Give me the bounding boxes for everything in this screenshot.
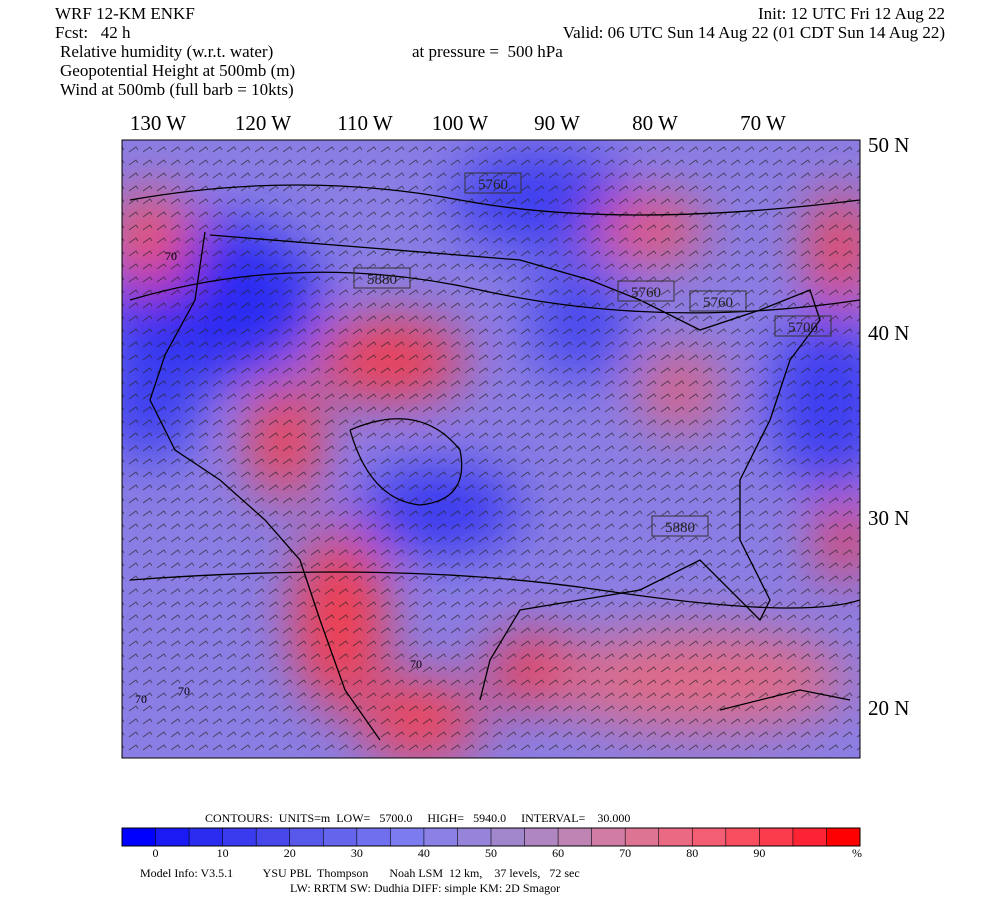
colorbar-bin bbox=[423, 828, 458, 846]
colorbar-bin bbox=[658, 828, 693, 846]
contour-label: 5760 bbox=[703, 295, 733, 311]
colorbar-bin bbox=[222, 828, 257, 846]
colorbar-bin bbox=[122, 828, 157, 846]
model: WRF 12-KM ENKF bbox=[55, 4, 195, 23]
colorbar-tick: 80 bbox=[686, 846, 698, 860]
colorbar-tick: 0 bbox=[153, 846, 159, 860]
colorbar-bin bbox=[692, 828, 727, 846]
colorbar-bin bbox=[155, 828, 190, 846]
colorbar-bin bbox=[323, 828, 358, 846]
field: Geopotential Height at 500mb (m) bbox=[60, 61, 295, 80]
colorbar-bin bbox=[256, 828, 291, 846]
pressure: at pressure = 500 hPa bbox=[412, 42, 563, 61]
contour-label: 5880 bbox=[665, 520, 695, 536]
colorbar-bin bbox=[356, 828, 391, 846]
model-info: LW: RRTM SW: Dudhia DIFF: simple KM: 2D … bbox=[290, 881, 560, 895]
lon-label: 70 W bbox=[740, 111, 786, 135]
colorbar-bin bbox=[759, 828, 794, 846]
model-info: Model Info: V3.5.1 YSU PBL Thompson Noah… bbox=[140, 866, 580, 880]
contour-label: 5880 bbox=[367, 272, 397, 288]
contour-label: 70 bbox=[165, 249, 177, 263]
colorbar-tick: 90 bbox=[753, 846, 765, 860]
colorbar-bin bbox=[591, 828, 626, 846]
lon-label: 80 W bbox=[632, 111, 678, 135]
contour-label: 70 bbox=[410, 657, 422, 671]
colorbar-tick: 60 bbox=[552, 846, 564, 860]
colorbar-bin bbox=[826, 828, 861, 846]
lat-label: 30 N bbox=[868, 506, 909, 530]
colorbar-bin bbox=[289, 828, 324, 846]
contour-labels: 5760 5880 5760 5760 5700 5880 70 70 70 7… bbox=[135, 172, 832, 706]
lat-label: 20 N bbox=[868, 696, 909, 720]
field: Relative humidity (w.r.t. water) bbox=[60, 42, 273, 61]
colorbar-bin bbox=[491, 828, 526, 846]
colorbar-bin bbox=[524, 828, 559, 846]
contour-info: CONTOURS: UNITS=m LOW= 5700.0 HIGH= 5940… bbox=[205, 811, 630, 825]
colorbar-tick: 70 bbox=[619, 846, 631, 860]
contour-label: 70 bbox=[135, 692, 147, 706]
colorbar-bin bbox=[625, 828, 660, 846]
colorbar-tick: 40 bbox=[418, 846, 430, 860]
colorbar-bin bbox=[457, 828, 492, 846]
lon-label: 100 W bbox=[432, 111, 488, 135]
contour-label: 70 bbox=[178, 684, 190, 698]
lat-label: 40 N bbox=[868, 321, 909, 345]
contour-label: 5760 bbox=[478, 177, 508, 193]
colorbar-bin bbox=[558, 828, 593, 846]
colorbar-bin bbox=[390, 828, 425, 846]
field: Wind at 500mb (full barb = 10kts) bbox=[60, 80, 294, 99]
colorbar-bin bbox=[792, 828, 827, 846]
lon-label: 120 W bbox=[235, 111, 291, 135]
init: Init: 12 UTC Fri 12 Aug 22 bbox=[758, 4, 945, 23]
lon-label: 130 W bbox=[130, 111, 186, 135]
colorbar-tick: 30 bbox=[351, 846, 363, 860]
forecast: Fcst: 42 h bbox=[55, 23, 131, 42]
contour-label: 5760 bbox=[631, 285, 661, 301]
colorbar-tick: 50 bbox=[485, 846, 497, 860]
lon-label: 90 W bbox=[534, 111, 580, 135]
colorbar-tick: 10 bbox=[217, 846, 229, 860]
colorbar-bin bbox=[725, 828, 760, 846]
valid: Valid: 06 UTC Sun 14 Aug 22 (01 CDT Sun … bbox=[563, 23, 945, 42]
map-frame bbox=[121, 139, 861, 759]
colorbar-unit: % bbox=[852, 846, 862, 860]
lat-label: 50 N bbox=[868, 133, 909, 157]
colorbar-bin bbox=[189, 828, 224, 846]
contour-label: 5700 bbox=[788, 320, 818, 336]
colorbar-tick: 20 bbox=[284, 846, 296, 860]
map bbox=[122, 140, 860, 758]
lon-label: 110 W bbox=[337, 111, 393, 135]
